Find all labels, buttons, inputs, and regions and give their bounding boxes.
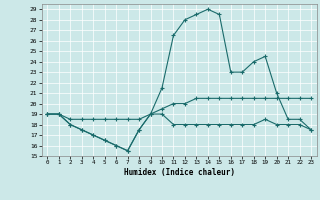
X-axis label: Humidex (Indice chaleur): Humidex (Indice chaleur) [124, 168, 235, 177]
